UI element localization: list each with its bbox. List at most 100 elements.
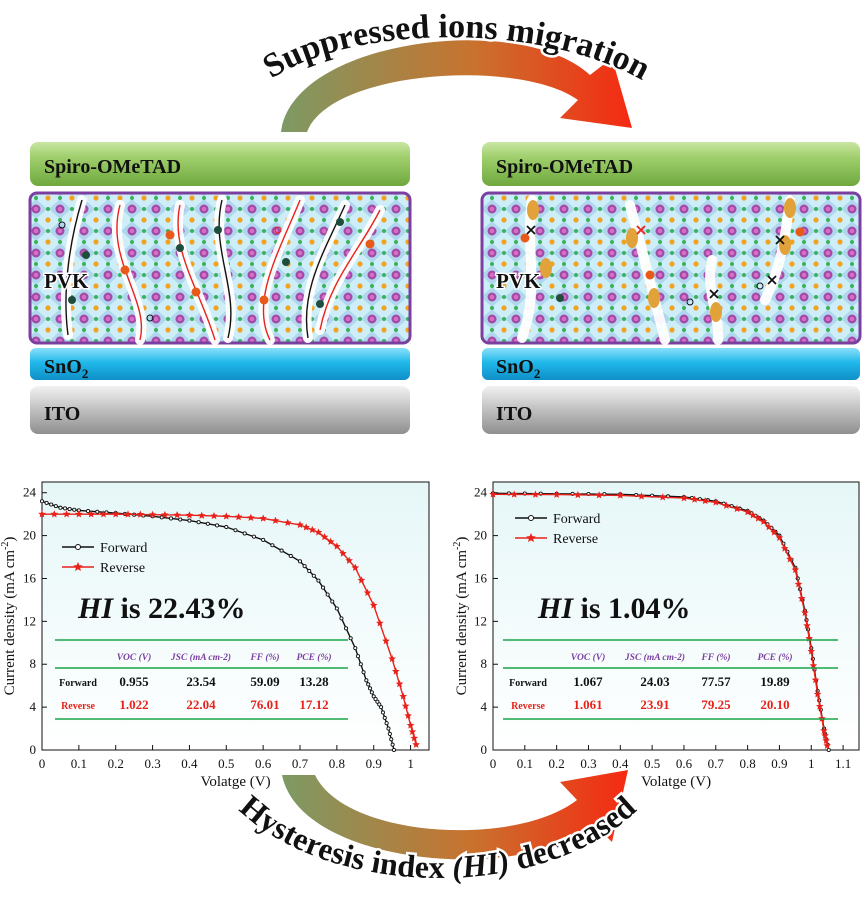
left-forward-point (49, 502, 54, 507)
left-forward-point (391, 747, 397, 753)
left-forward-point (355, 654, 361, 659)
left-reverse-point (392, 667, 400, 675)
right-etl-layer (482, 348, 860, 380)
right-reverse-point (794, 580, 803, 588)
left-table-cell: 23.54 (186, 674, 216, 689)
right-series-reverse-line (492, 493, 828, 746)
left-reverse-point (234, 513, 243, 521)
left-reverse-point (247, 513, 255, 521)
right-legend-label: Forward (553, 512, 600, 527)
left-y-tick-label: 0 (30, 742, 37, 757)
left-table-header: JSC (mA cm-2) (170, 652, 231, 663)
right-reverse-point (489, 490, 497, 498)
left-legend-marker (75, 544, 81, 550)
left-reverse-point (326, 537, 335, 545)
right-table-header: FF (%) (700, 652, 730, 663)
left-reverse-point (259, 514, 267, 522)
left-forward-point (375, 699, 380, 704)
left-legend-marker (73, 562, 83, 572)
right-reverse-point (531, 490, 540, 498)
left-reverse-point (283, 518, 292, 526)
left-reverse-point (62, 510, 71, 518)
left-table-cell: 0.955 (119, 674, 149, 689)
right-reverse-point (823, 741, 831, 749)
right-pvk-layer (480, 191, 862, 345)
left-forward-point (377, 702, 382, 707)
left-etl-label: SnO2 (44, 356, 88, 381)
right-reverse-point (574, 490, 582, 499)
right-reverse-point (701, 496, 709, 505)
left-forward-point (95, 509, 100, 514)
left-table-cell: 17.12 (299, 697, 328, 712)
left-forward-point (261, 537, 266, 542)
left-forward-point (325, 592, 330, 597)
left-forward-point (62, 506, 68, 511)
left-forward-point (53, 504, 58, 509)
right-passivation-molecules (527, 198, 796, 322)
right-reverse-point (759, 517, 768, 525)
right-reverse-point (791, 565, 800, 574)
left-y-axis-label: Current density (mA cm-2) (0, 537, 18, 696)
left-table-cell: 59.09 (250, 674, 280, 689)
right-reverse-point (770, 528, 778, 536)
left-table-header: PCE (%) (296, 652, 331, 663)
left-reverse-point (296, 520, 304, 529)
left-reverse-point (87, 510, 95, 518)
left-forward-point (311, 573, 316, 578)
right-plot-area (492, 481, 860, 751)
left-reverse-point (404, 711, 412, 719)
left-forward-point (369, 690, 374, 695)
left-plot-area (41, 481, 430, 751)
right-reverse-point (820, 726, 828, 734)
left-x-tick-label: 0.4 (181, 756, 198, 771)
left-x-tick-label: 0.6 (255, 756, 272, 771)
left-forward-point (358, 662, 363, 667)
right-reverse-point (813, 690, 822, 698)
left-x-tick-label: 0.2 (108, 756, 124, 771)
right-reverse-point (711, 498, 720, 506)
right-ito-layer (482, 386, 860, 434)
right-x-tick-label: 0.6 (676, 756, 693, 771)
left-forward-point (344, 626, 349, 631)
left-table-cell: 22.04 (186, 697, 216, 712)
right-blocked-ions (520, 225, 805, 306)
right-legend-label: Reverse (553, 532, 598, 547)
left-reverse-point (345, 556, 353, 564)
right-table-cell: 77.57 (701, 674, 731, 689)
left-reverse-point (271, 516, 280, 524)
left-reverse-point (382, 637, 390, 645)
left-forward-point (339, 616, 344, 621)
left-reverse-point (314, 528, 323, 536)
left-forward-point (316, 578, 321, 583)
left-legend-label: Reverse (100, 561, 145, 576)
left-reverse-point (363, 588, 372, 597)
right-reverse-point (807, 647, 816, 655)
left-forward-point (196, 520, 201, 525)
left-legend-label: Forward (100, 541, 147, 556)
right-etl-label: SnO2 (496, 356, 540, 381)
left-reverse-point (376, 619, 384, 627)
right-reverse-point (775, 533, 784, 541)
left-pvk-label: PVK (44, 269, 89, 293)
left-forward-point (367, 686, 373, 691)
left-table-cell: 76.01 (250, 697, 279, 712)
right-table-cell: 79.25 (701, 697, 731, 712)
left-forward-point (382, 715, 387, 720)
right-x-tick-label: 0.5 (644, 756, 660, 771)
right-y-tick-label: 20 (474, 528, 487, 543)
right-reverse-point (821, 731, 829, 739)
left-reverse-point (136, 510, 145, 518)
right-reverse-point (722, 501, 731, 509)
left-forward-point (178, 517, 183, 522)
left-reverse-point (410, 734, 419, 742)
left-forward-point (348, 636, 353, 641)
left-forward-point (297, 559, 303, 564)
right-x-tick-label: 0 (490, 756, 497, 771)
right-reverse-point (811, 675, 820, 684)
right-reverse-point (765, 523, 773, 531)
right-reverse-point (818, 714, 826, 722)
right-reverse-point (690, 495, 699, 503)
left-reverse-point (357, 576, 366, 584)
right-x-tick-label: 1 (808, 756, 815, 771)
left-forward-point (302, 564, 307, 569)
